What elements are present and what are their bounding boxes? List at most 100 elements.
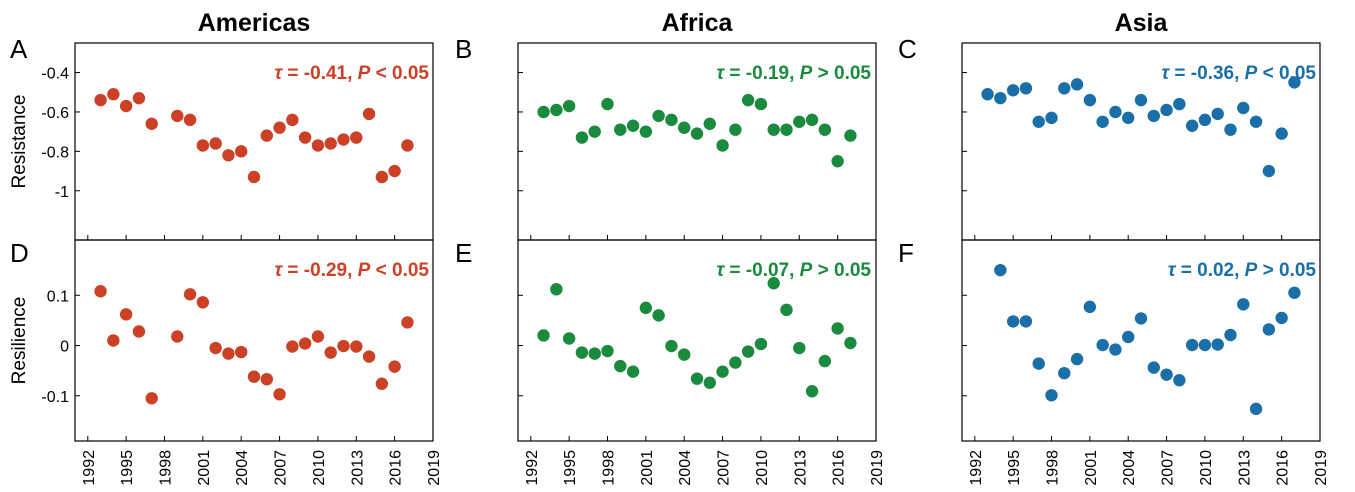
x-tick-label: 2013: [1236, 450, 1253, 486]
data-point: [1147, 361, 1160, 374]
data-point: [94, 93, 107, 107]
data-point: [350, 340, 363, 353]
data-point: [1262, 323, 1276, 336]
data-point: [337, 133, 350, 146]
data-point: [1109, 105, 1122, 119]
data-point: [729, 356, 742, 369]
x-tick-label: 1998: [158, 450, 175, 486]
data-point: [588, 347, 601, 360]
data-point: [665, 339, 678, 353]
y-axis-label: Resistance: [9, 95, 30, 189]
x-tick-label: 2007: [273, 450, 290, 486]
data-point: [831, 322, 844, 335]
y-tick-label: -0.8: [41, 144, 69, 161]
x-tick-label: 2016: [1275, 450, 1292, 486]
data-point: [1262, 164, 1276, 178]
data-point: [831, 155, 844, 168]
data-point: [1160, 368, 1173, 381]
data-point: [145, 117, 158, 130]
data-point: [324, 137, 337, 150]
data-point: [183, 288, 197, 301]
data-point: [286, 113, 299, 127]
data-point: [716, 139, 729, 152]
data-point: [1211, 338, 1224, 351]
p-symbol: P: [358, 63, 371, 84]
data-point: [550, 283, 563, 296]
data-point: [690, 372, 704, 385]
x-tick-label: 2013: [349, 450, 366, 486]
data-point: [1275, 311, 1288, 325]
data-point: [1096, 338, 1109, 352]
data-point: [537, 329, 550, 342]
data-point: [754, 337, 768, 351]
stat-annotation: τ = -0.41, P < 0.05: [274, 63, 429, 84]
data-point: [703, 376, 716, 389]
data-point: [981, 88, 994, 101]
column-title: Africa: [662, 9, 734, 37]
x-tick-label: 1995: [119, 450, 136, 486]
data-point: [780, 303, 793, 317]
data-point: [614, 359, 627, 373]
x-tick-label: 2010: [311, 450, 328, 486]
data-point: [818, 354, 832, 368]
column-title: Americas: [198, 9, 311, 37]
x-tick-label: 2016: [831, 450, 848, 486]
data-point: [994, 263, 1007, 277]
data-point: [1198, 113, 1212, 127]
data-point: [388, 360, 401, 373]
data-point: [575, 131, 589, 144]
p-value: > 0.05: [812, 63, 871, 84]
p-value: > 0.05: [812, 260, 871, 281]
panel-c: Asia Cτ = -0.36, P < 0.05: [898, 9, 1321, 241]
y-tick-label: 0.1: [47, 288, 69, 305]
data-point: [196, 296, 210, 309]
data-point: [818, 123, 832, 136]
data-point: [626, 119, 640, 132]
data-point: [273, 388, 286, 401]
data-point: [1083, 300, 1097, 314]
tau-symbol: τ: [1161, 63, 1170, 84]
p-value: < 0.05: [1257, 63, 1316, 84]
panel-letter: A: [10, 34, 28, 64]
panel-d: D Resilience 0.1 0 -0.1 1992 1995 1998 2001 2004 2…: [9, 238, 443, 486]
data-point: [767, 123, 780, 136]
data-point: [324, 346, 337, 359]
tau-symbol: τ: [716, 260, 725, 281]
data-point: [793, 341, 806, 355]
data-point: [1160, 103, 1173, 117]
p-symbol: P: [1245, 63, 1258, 84]
data-point: [1045, 111, 1058, 125]
data-point: [767, 277, 780, 290]
y-tick-label: -0.4: [41, 66, 69, 83]
data-point: [1122, 111, 1135, 125]
p-symbol: P: [800, 63, 813, 84]
y-tick-label: -0.6: [41, 105, 69, 122]
x-tick-label: 2019: [426, 450, 443, 486]
x-tick-label: 1992: [81, 450, 98, 486]
data-point: [94, 285, 107, 298]
data-point: [1006, 315, 1020, 328]
p-symbol: P: [800, 260, 813, 281]
data-point: [537, 105, 550, 119]
data-point: [311, 139, 325, 152]
data-point: [286, 340, 299, 353]
data-point: [1198, 338, 1212, 352]
data-point: [690, 127, 704, 140]
data-point: [375, 377, 389, 390]
data-point: [298, 131, 312, 144]
data-point: [1122, 330, 1135, 344]
data-point: [562, 99, 576, 113]
data-point: [652, 109, 665, 123]
data-point: [401, 316, 414, 329]
data-point: [639, 125, 653, 138]
data-point: [260, 129, 273, 142]
data-point: [119, 308, 133, 321]
stat-annotation: τ = -0.19, P > 0.05: [716, 63, 871, 84]
data-point: [1275, 127, 1288, 140]
data-point: [716, 365, 729, 378]
data-point: [107, 88, 120, 101]
x-tick-label: 1995: [562, 450, 579, 486]
axis-frame: [517, 239, 877, 442]
data-point: [1237, 101, 1250, 115]
tau-value: = -0.19,: [724, 63, 800, 84]
